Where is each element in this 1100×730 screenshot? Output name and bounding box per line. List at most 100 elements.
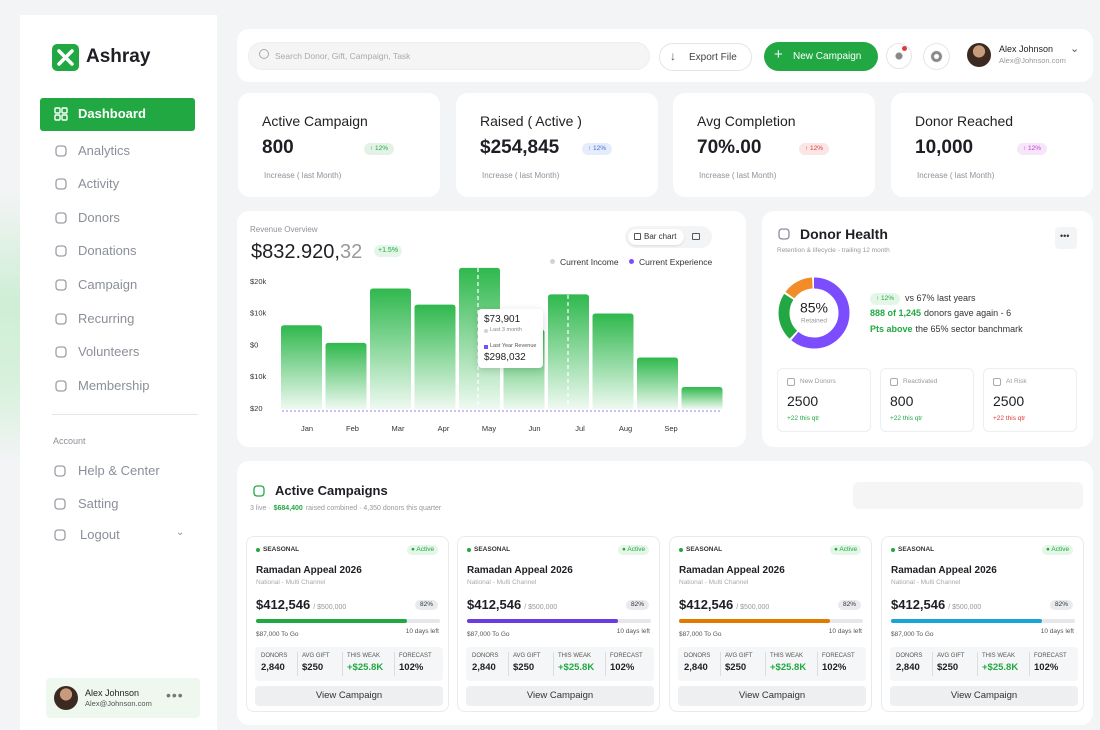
nav-item[interactable]: Dashboard bbox=[78, 106, 146, 121]
user-email: Alex@Johnson.com bbox=[999, 56, 1066, 65]
mini-delta: +22 this qtr bbox=[993, 415, 1026, 422]
y-axis-label: $10k bbox=[250, 309, 267, 318]
icon bbox=[55, 380, 67, 392]
export-icon: ↓ bbox=[670, 49, 676, 63]
progress-fill bbox=[256, 619, 407, 623]
goal: / $500,000 bbox=[313, 604, 347, 611]
icon bbox=[55, 212, 67, 224]
icon-part bbox=[55, 212, 67, 224]
campaign-name: Ramadan Appeal 2026 bbox=[256, 565, 362, 576]
bar bbox=[592, 313, 634, 409]
account-item[interactable]: Logout bbox=[80, 527, 120, 542]
nav-item[interactable]: Membership bbox=[78, 378, 150, 393]
tag: SEASONAL bbox=[686, 546, 723, 553]
bell-button[interactable] bbox=[886, 43, 912, 69]
legend-label: Current Experience bbox=[639, 257, 713, 267]
more-button[interactable]: ••• bbox=[1055, 227, 1077, 249]
chart-toggle: Bar chart bbox=[625, 226, 712, 248]
bar bbox=[637, 357, 678, 409]
mini-delta: +22 this qtr bbox=[890, 415, 923, 422]
revenue-total-main: $832.920, bbox=[251, 241, 340, 263]
legend-label: Current Income bbox=[560, 257, 619, 267]
mini-label: New Donors bbox=[800, 378, 836, 385]
health-comparison: vs 67% last years bbox=[905, 293, 976, 303]
view-button[interactable]: View Campaign bbox=[678, 686, 866, 706]
icon bbox=[54, 498, 66, 510]
campaign-search[interactable] bbox=[853, 482, 1083, 509]
new-campaign-button[interactable]: + New Campaign bbox=[764, 42, 878, 71]
icon-part bbox=[55, 346, 67, 358]
metric-label: AVG GIFT bbox=[513, 653, 541, 659]
metric-value: $250 bbox=[513, 662, 535, 673]
icon-part bbox=[54, 114, 61, 121]
metric-divider bbox=[977, 652, 978, 676]
nav-item[interactable]: Campaign bbox=[78, 277, 138, 292]
tooltip-dot bbox=[484, 329, 488, 333]
mini-value: 2500 bbox=[787, 393, 819, 409]
view-button[interactable]: View Campaign bbox=[255, 686, 443, 706]
raised: $412,546 bbox=[467, 597, 522, 612]
metric-value: +$25.8K bbox=[770, 662, 807, 673]
metric-value: 2,840 bbox=[472, 662, 496, 673]
metric-label: DONORS bbox=[261, 653, 288, 659]
x-tick-label: Jun bbox=[528, 424, 540, 433]
tooltip-series-value: $298,032 bbox=[484, 352, 526, 363]
icon-part bbox=[61, 107, 68, 114]
metric-label: AVG GIFT bbox=[725, 653, 753, 659]
nav-item[interactable]: Volunteers bbox=[78, 344, 140, 359]
view-label: View Campaign bbox=[950, 690, 1018, 701]
nav-item[interactable]: Activity bbox=[78, 176, 120, 191]
nav-item[interactable]: Donors bbox=[78, 210, 120, 225]
toggle-bar-chart[interactable]: Bar chart bbox=[628, 229, 684, 245]
tooltip-period: Last 3 month bbox=[490, 327, 522, 333]
mini-card: New Donors 2500 +22 this qtr bbox=[777, 368, 871, 432]
stat-value: $254,845 bbox=[480, 137, 560, 158]
nav-item[interactable]: Recurring bbox=[78, 311, 135, 326]
view-button[interactable]: View Campaign bbox=[466, 686, 654, 706]
stat-note: Increase ( last Month) bbox=[699, 171, 777, 180]
view-label: View Campaign bbox=[526, 690, 594, 701]
metric-label: AVG GIFT bbox=[937, 653, 965, 659]
metric-divider bbox=[508, 652, 509, 676]
icon bbox=[54, 107, 68, 121]
icon-part bbox=[55, 178, 67, 190]
nav-item[interactable]: Donations bbox=[78, 243, 137, 258]
icon-part bbox=[54, 465, 66, 477]
metric-value: +$25.8K bbox=[347, 662, 384, 673]
settings-button[interactable] bbox=[923, 43, 950, 70]
stat-note: Increase ( last Month) bbox=[917, 171, 995, 180]
metric-label: FORECAST bbox=[610, 653, 643, 659]
nav-item[interactable]: Analytics bbox=[78, 143, 131, 158]
metric-value: 102% bbox=[399, 662, 424, 673]
stat-title: Raised ( Active ) bbox=[480, 113, 582, 129]
goal: / $500,000 bbox=[524, 604, 558, 611]
stat-card: Avg Completion 70%.00 ↑ 12% Increase ( last… bbox=[673, 93, 875, 197]
campaigns-subtitle: 3 live · $684,400 raised combined · 4,350 … bbox=[250, 505, 441, 513]
user-name: Alex Johnson bbox=[85, 688, 140, 698]
to-go: $87,000 To Go bbox=[891, 631, 934, 638]
bar bbox=[281, 325, 322, 409]
icon bbox=[55, 145, 67, 157]
icon-part bbox=[54, 107, 61, 114]
raised: $684,400 bbox=[273, 505, 303, 512]
metric-label: DONORS bbox=[472, 653, 499, 659]
view-button[interactable]: View Campaign bbox=[890, 686, 1078, 706]
campaign-card: SEASONAL ● Active Ramadan Appeal 2026 Natio… bbox=[457, 536, 660, 712]
new-campaign-label: New Campaign bbox=[793, 51, 862, 62]
metric-divider bbox=[1029, 652, 1030, 676]
metric-value: +$25.8K bbox=[982, 662, 1019, 673]
account-item[interactable]: Satting bbox=[78, 496, 119, 511]
user-chevron[interactable]: ⌄ bbox=[1070, 43, 1080, 55]
metric-label: FORECAST bbox=[1034, 653, 1067, 659]
search-box[interactable]: Search Donor, Gift, Campaign, Task bbox=[248, 42, 650, 70]
account-item[interactable]: Help & Center bbox=[78, 463, 160, 478]
goal: / $500,000 bbox=[948, 604, 982, 611]
campaigns-card: Active Campaigns 3 live · $684,400 raised c… bbox=[237, 461, 1093, 725]
more[interactable]: ••• bbox=[166, 687, 184, 703]
export-button[interactable]: ↓ Export File bbox=[659, 43, 752, 71]
user-email: Alex@Johnson.com bbox=[85, 699, 152, 708]
mini-value: 2500 bbox=[993, 393, 1025, 409]
progress-track bbox=[891, 619, 1075, 623]
toggle-other[interactable] bbox=[692, 233, 700, 240]
metric-value: $250 bbox=[302, 662, 324, 673]
